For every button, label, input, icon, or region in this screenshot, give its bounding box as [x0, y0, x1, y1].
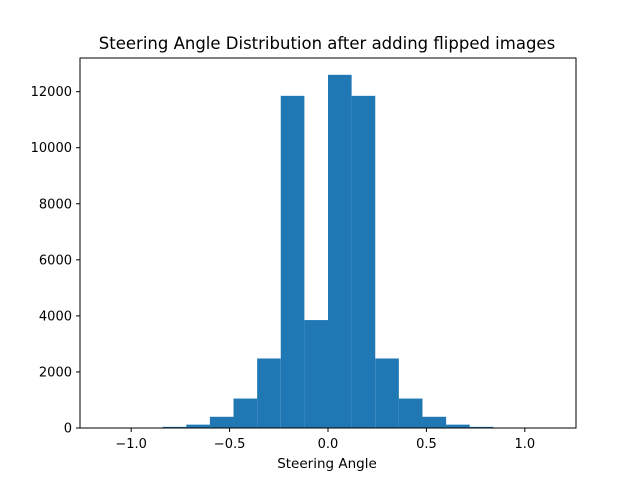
y-tick-label-3: 6000 — [39, 253, 72, 268]
x-axis-ticks: −1.0 −0.5 0.0 0.5 1.0 — [115, 428, 535, 452]
histogram-bar-16 — [469, 426, 494, 428]
plot-area-frame — [79, 57, 577, 429]
y-tick-label-6: 12000 — [31, 85, 72, 100]
histogram-bar-9 — [304, 320, 328, 428]
histogram-bar-7 — [257, 358, 281, 428]
histogram-bar-8 — [280, 95, 305, 428]
y-tick-label-1: 2000 — [39, 365, 72, 380]
histogram-bar-4 — [186, 424, 210, 428]
x-tick-label-0: −1.0 — [115, 437, 147, 452]
chart-title: Steering Angle Distribution after adding… — [99, 34, 555, 53]
histogram-bar-14 — [422, 416, 447, 428]
y-axis-ticks: 0 2000 4000 6000 8000 10000 12000 — [31, 85, 80, 437]
y-tick-label-2: 4000 — [39, 309, 72, 324]
histogram-bar-13 — [398, 398, 423, 428]
histogram-bar-6 — [233, 398, 258, 428]
histogram-bar-15 — [446, 424, 470, 428]
x-tick-label-3: 0.5 — [416, 437, 437, 452]
histogram-bar-3 — [162, 426, 187, 428]
x-tick-label-4: 1.0 — [514, 437, 535, 452]
histogram-bar-11 — [351, 95, 376, 428]
x-tick-label-2: 0.0 — [318, 437, 339, 452]
y-tick-label-4: 8000 — [39, 197, 72, 212]
histogram-bar-10 — [328, 74, 352, 428]
x-tick-label-1: −0.5 — [214, 437, 246, 452]
x-axis-label: Steering Angle — [277, 456, 377, 472]
histogram-bar-12 — [375, 358, 399, 428]
histogram-bar-5 — [209, 416, 234, 428]
bars-group — [91, 74, 565, 428]
y-tick-label-5: 10000 — [31, 141, 72, 156]
y-tick-label-0: 0 — [64, 422, 72, 437]
